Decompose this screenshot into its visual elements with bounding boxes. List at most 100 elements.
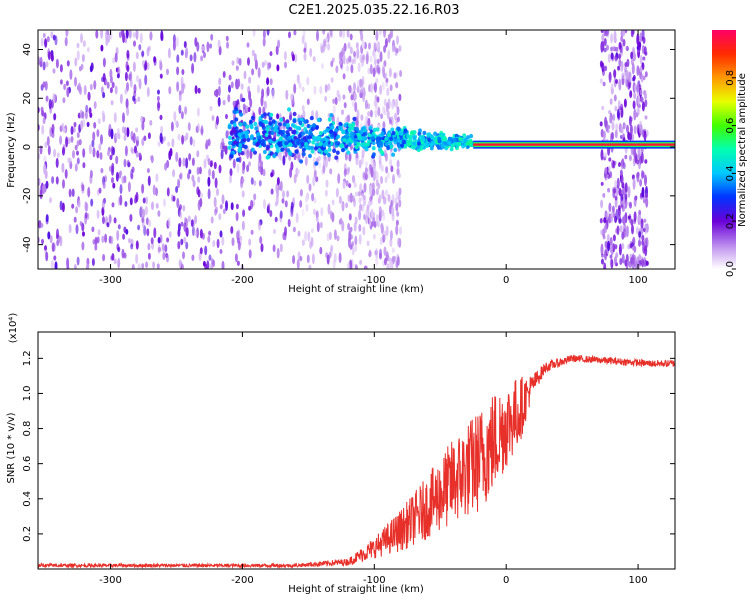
noise-blob bbox=[382, 66, 386, 77]
noise-blob bbox=[330, 77, 334, 83]
noise-blob bbox=[322, 30, 326, 35]
noise-blob bbox=[166, 68, 169, 76]
noise-blob bbox=[42, 183, 46, 195]
band-blob bbox=[462, 133, 467, 138]
noise-blob bbox=[397, 237, 401, 247]
noise-blob bbox=[376, 64, 380, 74]
noise-blob bbox=[346, 30, 350, 38]
burst-blob bbox=[612, 113, 616, 122]
burst-blob bbox=[633, 92, 637, 100]
noise-blob bbox=[258, 106, 262, 116]
band-blob bbox=[303, 119, 308, 124]
noise-blob bbox=[149, 32, 153, 41]
noise-blob bbox=[271, 169, 275, 177]
noise-blob bbox=[395, 201, 399, 212]
noise-blob bbox=[362, 90, 366, 97]
noise-blob bbox=[178, 173, 182, 180]
noise-blob bbox=[199, 228, 203, 239]
noise-blob bbox=[389, 229, 393, 241]
noise-blob bbox=[219, 248, 223, 255]
noise-blob bbox=[76, 42, 80, 49]
noise-blob bbox=[43, 155, 47, 162]
noise-blob bbox=[102, 91, 106, 99]
noise-blob bbox=[311, 253, 315, 265]
noise-blob bbox=[211, 115, 215, 121]
noise-blob bbox=[178, 104, 182, 115]
band-blob bbox=[279, 117, 284, 122]
band-blob bbox=[463, 137, 468, 143]
band-blob bbox=[345, 135, 350, 140]
burst-blob bbox=[622, 228, 626, 238]
noise-blob bbox=[250, 177, 254, 185]
noise-blob bbox=[47, 231, 51, 240]
noise-blob bbox=[182, 205, 186, 212]
noise-blob bbox=[391, 247, 395, 254]
noise-blob bbox=[324, 95, 328, 102]
noise-blob bbox=[313, 169, 317, 179]
noise-blob bbox=[81, 53, 85, 63]
noise-blob bbox=[384, 152, 388, 162]
noise-blob bbox=[329, 30, 333, 36]
noise-blob bbox=[237, 241, 241, 251]
noise-blob bbox=[279, 243, 283, 253]
burst-blob bbox=[644, 99, 648, 108]
burst-blob bbox=[645, 260, 649, 266]
noise-blob bbox=[147, 252, 151, 260]
noise-blob bbox=[258, 180, 262, 187]
noise-blob bbox=[191, 226, 195, 237]
noise-blob bbox=[284, 226, 287, 237]
band-blob bbox=[384, 141, 389, 146]
noise-blob bbox=[101, 198, 105, 210]
noise-blob bbox=[329, 210, 333, 220]
noise-blob bbox=[326, 233, 330, 242]
band-blob bbox=[416, 144, 421, 150]
noise-blob bbox=[246, 164, 250, 173]
noise-blob bbox=[235, 65, 239, 71]
burst-blob bbox=[632, 76, 636, 82]
noise-blob bbox=[367, 117, 371, 127]
noise-blob bbox=[248, 249, 252, 259]
burst-blob bbox=[634, 155, 638, 164]
noise-blob bbox=[197, 87, 201, 94]
burst-blob bbox=[621, 242, 625, 250]
band-blob bbox=[300, 142, 305, 147]
noise-blob bbox=[89, 169, 93, 179]
burst-blob bbox=[622, 30, 626, 37]
noise-blob bbox=[288, 31, 291, 39]
noise-blob bbox=[291, 51, 294, 58]
band-blob bbox=[429, 146, 434, 151]
noise-blob bbox=[301, 86, 305, 92]
noise-blob bbox=[219, 230, 223, 238]
noise-blob bbox=[130, 130, 134, 140]
burst-blob bbox=[614, 195, 618, 201]
noise-blob bbox=[185, 157, 189, 169]
noise-blob bbox=[115, 155, 119, 165]
burst-blob bbox=[638, 260, 642, 267]
burst-blob bbox=[643, 218, 647, 223]
noise-blob bbox=[141, 50, 145, 57]
noise-blob bbox=[359, 203, 362, 212]
x-tick-label: -200 bbox=[231, 275, 254, 286]
noise-blob bbox=[207, 138, 211, 147]
noise-blob bbox=[116, 73, 120, 79]
band-blob bbox=[232, 129, 237, 134]
noise-blob bbox=[282, 155, 286, 166]
noise-blob bbox=[359, 183, 363, 193]
band-blob bbox=[379, 150, 384, 155]
noise-blob bbox=[101, 76, 104, 83]
band-blob bbox=[365, 142, 370, 147]
noise-blob bbox=[85, 202, 89, 212]
noise-blob bbox=[129, 79, 133, 88]
noise-blob bbox=[276, 113, 280, 120]
band-blob bbox=[400, 143, 404, 148]
noise-blob bbox=[378, 30, 382, 36]
band-blob bbox=[272, 153, 277, 159]
band-blob bbox=[269, 112, 274, 118]
noise-blob bbox=[306, 98, 310, 105]
noise-blob bbox=[383, 98, 387, 106]
band-blob bbox=[249, 135, 254, 140]
noise-blob bbox=[363, 197, 366, 207]
noise-blob bbox=[260, 164, 264, 176]
noise-blob bbox=[253, 193, 257, 201]
noise-blob bbox=[209, 43, 213, 49]
